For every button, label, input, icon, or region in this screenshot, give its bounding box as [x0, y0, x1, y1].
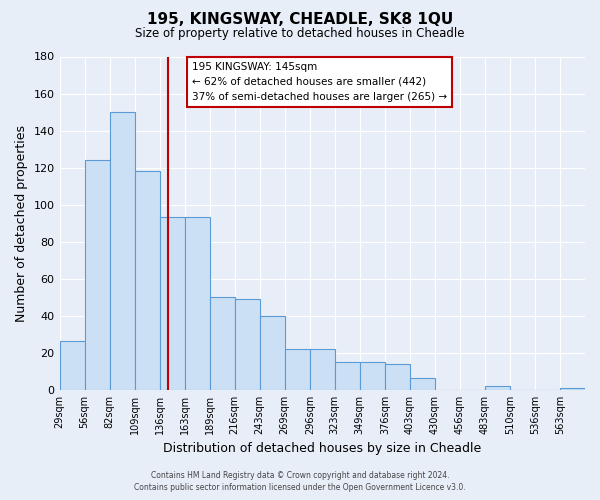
Bar	[360, 362, 385, 390]
Text: 195, KINGSWAY, CHEADLE, SK8 1QU: 195, KINGSWAY, CHEADLE, SK8 1QU	[147, 12, 453, 28]
Text: 195 KINGSWAY: 145sqm
← 62% of detached houses are smaller (442)
37% of semi-deta: 195 KINGSWAY: 145sqm ← 62% of detached h…	[192, 62, 447, 102]
Bar	[485, 386, 510, 390]
Bar	[335, 362, 360, 390]
Y-axis label: Number of detached properties: Number of detached properties	[15, 124, 28, 322]
Bar	[310, 349, 335, 390]
Bar	[260, 316, 285, 390]
Text: Contains HM Land Registry data © Crown copyright and database right 2024.
Contai: Contains HM Land Registry data © Crown c…	[134, 471, 466, 492]
Bar	[185, 218, 209, 390]
Bar	[209, 297, 235, 390]
Bar	[85, 160, 110, 390]
X-axis label: Distribution of detached houses by size in Cheadle: Distribution of detached houses by size …	[163, 442, 481, 455]
Bar	[285, 349, 310, 390]
Bar	[59, 342, 85, 390]
Bar	[385, 364, 410, 390]
Bar	[410, 378, 435, 390]
Text: Size of property relative to detached houses in Cheadle: Size of property relative to detached ho…	[135, 28, 465, 40]
Bar	[110, 112, 134, 390]
Bar	[160, 218, 185, 390]
Bar	[560, 388, 585, 390]
Bar	[235, 299, 260, 390]
Bar	[134, 171, 160, 390]
